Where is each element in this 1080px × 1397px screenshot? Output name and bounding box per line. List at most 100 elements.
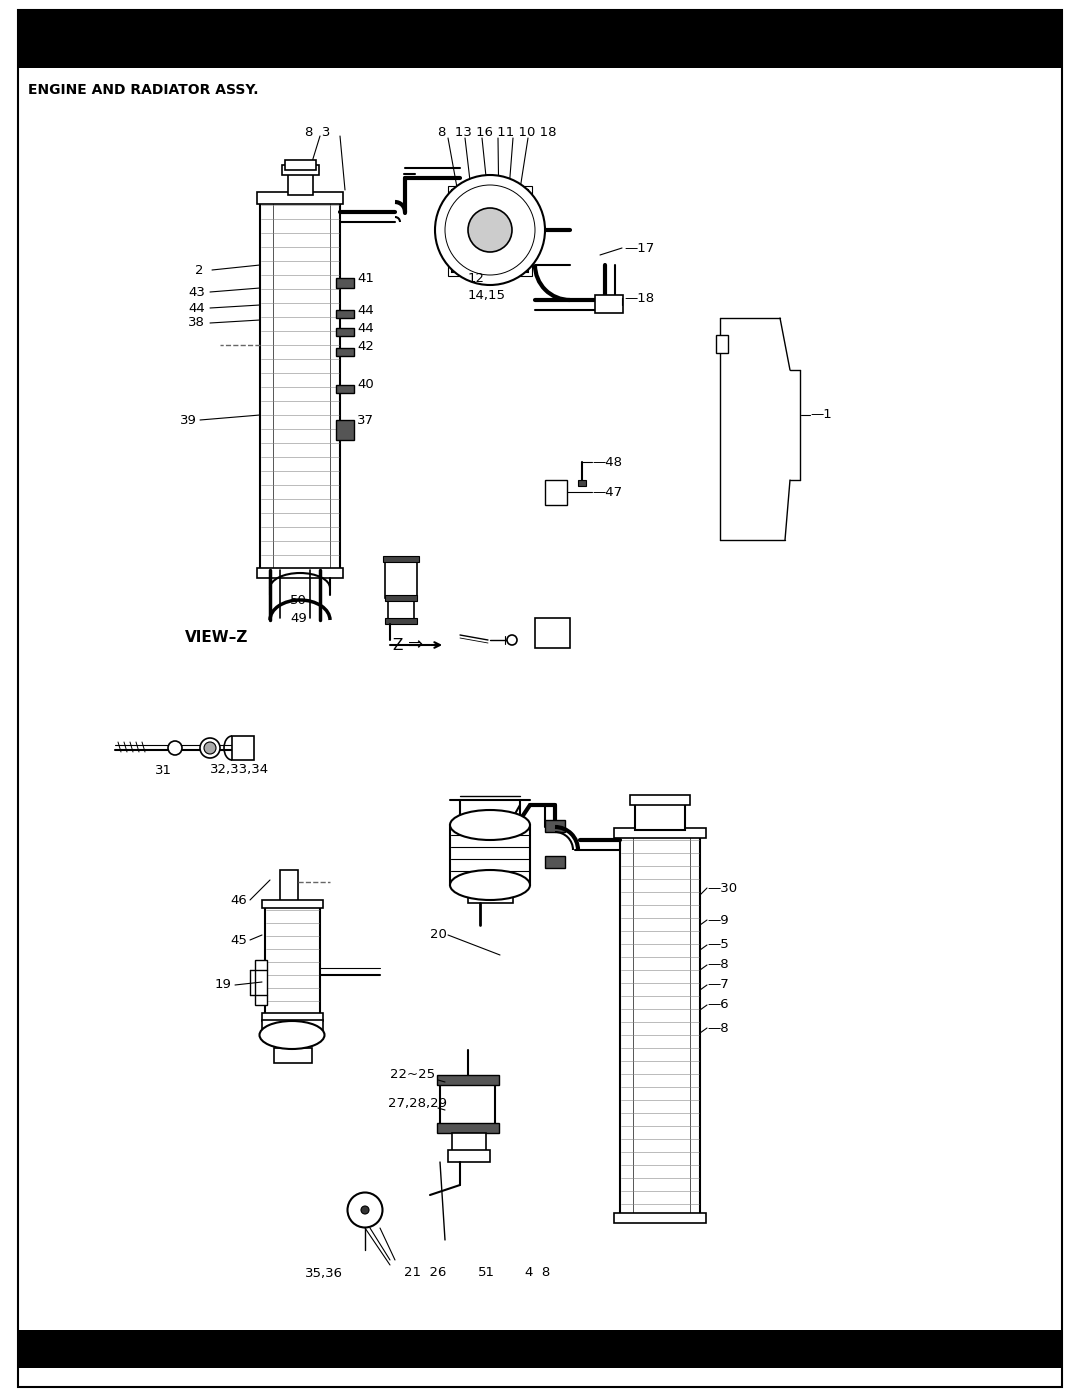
Text: ENGINE AND RADIATOR ASSY.: ENGINE AND RADIATOR ASSY.: [28, 82, 258, 96]
Text: 4  8: 4 8: [525, 1267, 550, 1280]
Text: 50: 50: [291, 594, 307, 606]
Circle shape: [204, 742, 216, 754]
Text: 31: 31: [156, 764, 172, 777]
Bar: [545, 481, 567, 504]
Text: —48: —48: [592, 455, 622, 468]
Text: 44: 44: [188, 302, 205, 314]
Bar: [716, 335, 728, 353]
Text: 14,15: 14,15: [468, 289, 507, 302]
Bar: [288, 170, 313, 196]
Text: 20: 20: [430, 929, 447, 942]
Text: 8  3: 8 3: [305, 127, 330, 140]
Bar: [578, 481, 586, 486]
Bar: [255, 960, 267, 1004]
Text: 12: 12: [468, 271, 485, 285]
Text: 49: 49: [291, 612, 307, 624]
Bar: [448, 1150, 490, 1162]
Text: 32,33,34: 32,33,34: [210, 764, 269, 777]
Text: PAGE 66 — DCA-25SSAI — PARTS AND OPERATION  MANUAL—FINAL COPY  (06/30/01): PAGE 66 — DCA-25SSAI — PARTS AND OPERATI…: [177, 1341, 903, 1356]
Text: —5: —5: [707, 939, 729, 951]
Bar: [336, 348, 354, 356]
Bar: [545, 856, 565, 868]
Bar: [635, 800, 685, 830]
Bar: [630, 795, 690, 805]
Text: 42: 42: [357, 339, 374, 352]
Bar: [260, 200, 340, 570]
Text: 40: 40: [357, 379, 374, 391]
Bar: [615, 1213, 706, 1222]
Text: DCA-25SSAI  ENGINE AND RADIATOR ASSY.: DCA-25SSAI ENGINE AND RADIATOR ASSY.: [207, 25, 873, 53]
Ellipse shape: [450, 870, 530, 900]
Bar: [448, 186, 532, 277]
Text: VIEW–Z: VIEW–Z: [185, 630, 248, 645]
Text: 21  26: 21 26: [404, 1267, 446, 1280]
Bar: [262, 1013, 323, 1021]
Circle shape: [168, 740, 183, 754]
Bar: [615, 828, 706, 838]
Text: 44: 44: [357, 321, 374, 334]
Text: 41: 41: [357, 271, 374, 285]
Text: 46: 46: [230, 894, 246, 907]
Text: ⇒: ⇒: [408, 636, 423, 654]
Bar: [280, 870, 298, 905]
Text: 19: 19: [215, 978, 232, 992]
Bar: [453, 1133, 486, 1153]
Text: 22~25: 22~25: [390, 1069, 435, 1081]
Bar: [18, 1330, 1062, 1368]
Text: —8: —8: [707, 1021, 729, 1035]
Ellipse shape: [259, 1021, 324, 1049]
Bar: [383, 556, 419, 562]
Text: 27,28,29: 27,28,29: [388, 1097, 447, 1109]
Text: —6: —6: [707, 999, 729, 1011]
Bar: [265, 905, 320, 1016]
Text: —8: —8: [707, 958, 729, 971]
Circle shape: [435, 175, 545, 285]
Bar: [388, 598, 414, 620]
Bar: [262, 900, 323, 908]
Circle shape: [361, 1206, 369, 1214]
Bar: [468, 886, 513, 902]
Text: 37: 37: [357, 414, 374, 426]
Circle shape: [468, 208, 512, 251]
Bar: [384, 617, 417, 624]
Text: 2: 2: [195, 264, 203, 277]
Bar: [285, 161, 316, 170]
Circle shape: [507, 636, 517, 645]
Text: 45: 45: [230, 933, 247, 947]
Bar: [535, 617, 570, 648]
Bar: [274, 1048, 312, 1063]
Ellipse shape: [348, 1193, 382, 1228]
Bar: [450, 826, 530, 886]
Text: Z: Z: [392, 637, 403, 652]
Text: 43: 43: [188, 285, 205, 299]
Text: —18: —18: [624, 292, 654, 305]
Ellipse shape: [450, 810, 530, 840]
Bar: [545, 820, 565, 833]
Bar: [384, 595, 417, 601]
Text: 35,36: 35,36: [305, 1267, 343, 1280]
Bar: [336, 420, 354, 440]
Bar: [437, 1123, 499, 1133]
Bar: [384, 560, 417, 598]
Bar: [453, 190, 528, 272]
Text: 51: 51: [478, 1267, 495, 1280]
Circle shape: [445, 184, 535, 275]
Bar: [336, 386, 354, 393]
Text: 39: 39: [180, 414, 197, 426]
Bar: [262, 1020, 323, 1037]
Text: —47: —47: [592, 486, 622, 499]
Bar: [336, 310, 354, 319]
Bar: [336, 328, 354, 337]
Bar: [336, 278, 354, 288]
Circle shape: [200, 738, 220, 759]
Text: —30: —30: [707, 882, 738, 894]
Bar: [282, 165, 319, 175]
Bar: [257, 569, 343, 578]
Text: —1: —1: [810, 408, 832, 422]
Bar: [257, 191, 343, 204]
Bar: [232, 736, 254, 760]
Text: —7: —7: [707, 978, 729, 992]
Text: 44: 44: [357, 303, 374, 317]
Text: —17: —17: [624, 242, 654, 254]
Text: 38: 38: [188, 317, 205, 330]
